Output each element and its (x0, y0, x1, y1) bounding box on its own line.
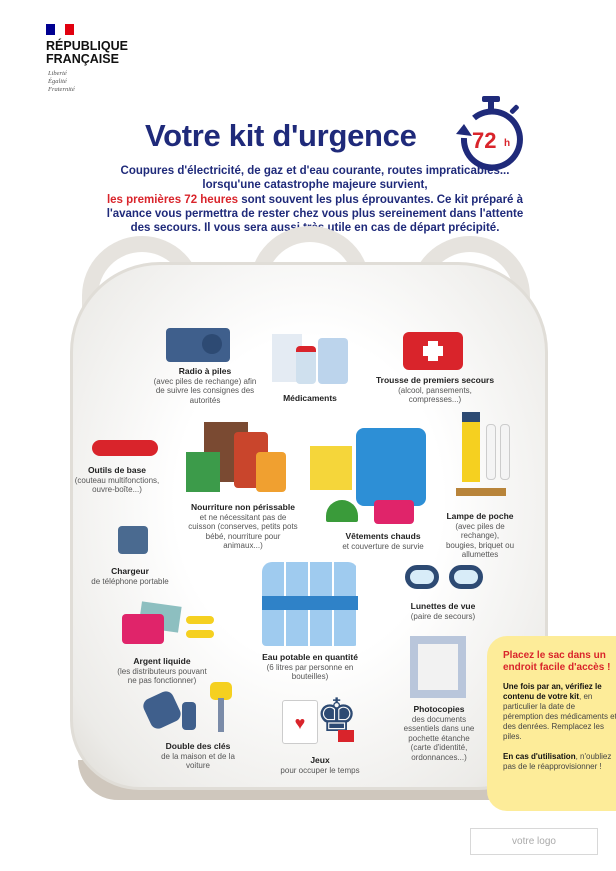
motto-1: Liberté (48, 70, 67, 77)
glasses-icon (405, 565, 483, 591)
water-bottles-icon (262, 562, 358, 646)
games-icon: ♥ ♚ (282, 690, 358, 744)
item-radio: Radio à piles (avec piles de rechange) af… (153, 366, 257, 405)
medicine-icon (272, 334, 348, 386)
item-cash: Argent liquide (les distributeurs pouvant… (117, 656, 207, 685)
logo-placeholder: votre logo (470, 828, 598, 855)
flashlight-icon (450, 412, 514, 496)
marianne-logo-flag (46, 24, 74, 35)
stopwatch-icon: 72 h (452, 96, 530, 174)
charger-icon (118, 526, 148, 554)
keys-icon (140, 682, 236, 734)
motto-2: Égalité (48, 78, 67, 85)
documents-icon (410, 636, 466, 698)
intro-text: Coupures d'électricité, de gaz et d'eau … (106, 165, 524, 235)
multitool-icon (92, 440, 158, 456)
org-line1: RÉPUBLIQUE (46, 39, 128, 53)
republique-francaise-logo: RÉPUBLIQUE FRANÇAISE (46, 40, 128, 66)
item-photocopies: Photocopies des documents essentiels dans… (403, 704, 475, 762)
item-first-aid: Trousse de premiers secours (alcool, pans… (375, 375, 495, 404)
item-medicaments: Médicaments (283, 393, 337, 403)
note-headline: Placez le sac dans un endroit facile d'a… (503, 650, 611, 673)
reminder-note: Placez le sac dans un endroit facile d'a… (487, 636, 616, 811)
item-flashlight: Lampe de poche (avec piles de rechange), … (445, 511, 515, 559)
first-aid-kit-icon (403, 332, 463, 370)
item-clothes: Vêtements chauds et couverture de survie (342, 531, 424, 551)
org-line2: FRANÇAISE (46, 52, 119, 66)
item-games: Jeux pour occuper le temps (280, 755, 360, 775)
wallet-icon (122, 601, 218, 644)
item-tools: Outils de base (couteau multifonctions, o… (74, 465, 160, 494)
motto: Liberté Égalité Fraternité (48, 70, 75, 94)
item-keys: Double des clés de la maison et de la voi… (161, 741, 235, 770)
radio-icon (166, 328, 230, 362)
item-water: Eau potable en quantité (6 litres par per… (262, 652, 358, 681)
intro-highlight: les premières 72 heures (106, 193, 238, 206)
food-icon (186, 422, 288, 494)
motto-3: Fraternité (48, 86, 75, 93)
page-title: Votre kit d'urgence (145, 118, 417, 153)
item-charger: Chargeur de téléphone portable (91, 566, 169, 586)
timer-label: 72 (472, 128, 496, 153)
item-glasses: Lunettes de vue (paire de secours) (410, 601, 476, 621)
svg-text:h: h (504, 138, 510, 149)
sweater-icon (310, 428, 440, 524)
item-food: Nourriture non périssable et ne nécessita… (188, 502, 298, 550)
